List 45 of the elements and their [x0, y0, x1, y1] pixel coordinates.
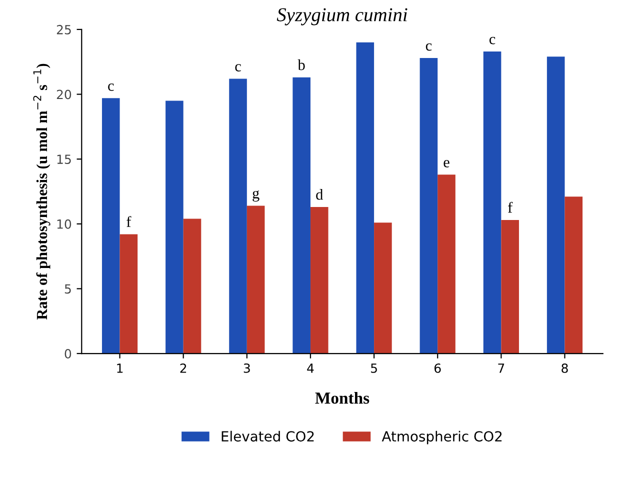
x-tick-label: 3	[244, 363, 250, 373]
bar	[310, 207, 328, 354]
x-tick-label: 5	[371, 364, 377, 373]
annotation: g	[252, 190, 260, 202]
bar	[183, 218, 202, 354]
x-tick-label: 6	[434, 363, 441, 373]
annotation: c	[108, 84, 114, 91]
chart-title: Syzygium cumini	[276, 8, 408, 26]
y-tick-label: 25	[56, 24, 71, 34]
bar	[483, 51, 502, 354]
legend-label: Elevated CO2	[222, 430, 314, 442]
y-tick-label: 10	[57, 219, 72, 229]
x-tick-label: 8	[562, 363, 568, 373]
bar	[292, 77, 310, 354]
bar	[120, 234, 138, 354]
bar	[246, 206, 265, 354]
annotation: b	[298, 59, 305, 70]
annotation: c	[426, 43, 432, 51]
x-tick-label: 7	[498, 364, 504, 373]
annotation: c	[489, 36, 496, 44]
bar	[356, 42, 374, 354]
legend-label: Atmospheric CO2	[382, 430, 502, 444]
bar	[501, 220, 519, 354]
bar	[546, 56, 565, 354]
y-tick-label: 20	[56, 90, 72, 100]
x-tick-label: 1	[117, 364, 123, 373]
x-tick-label: 4	[307, 364, 314, 373]
y-tick-label: 0	[64, 348, 72, 358]
annotation: f	[126, 216, 132, 227]
bar	[420, 58, 438, 354]
annotation: e	[444, 160, 450, 168]
annotation: f	[508, 202, 513, 213]
annotation: d	[316, 189, 324, 200]
bar	[229, 78, 247, 354]
bar	[102, 98, 120, 354]
bar	[438, 174, 456, 354]
bar	[166, 100, 184, 354]
bar	[564, 196, 583, 354]
x-tick-label: 2	[180, 363, 186, 373]
y-axis-title: Rate of photosynthesis (u mol m$^{−2}$ s$^{−1}$)	[33, 64, 50, 320]
y-tick-label: 5	[64, 284, 71, 294]
annotation: c	[235, 64, 241, 72]
y-tick-label: 15	[57, 154, 71, 164]
x-axis-title: Months	[315, 392, 370, 404]
bar	[374, 222, 392, 354]
